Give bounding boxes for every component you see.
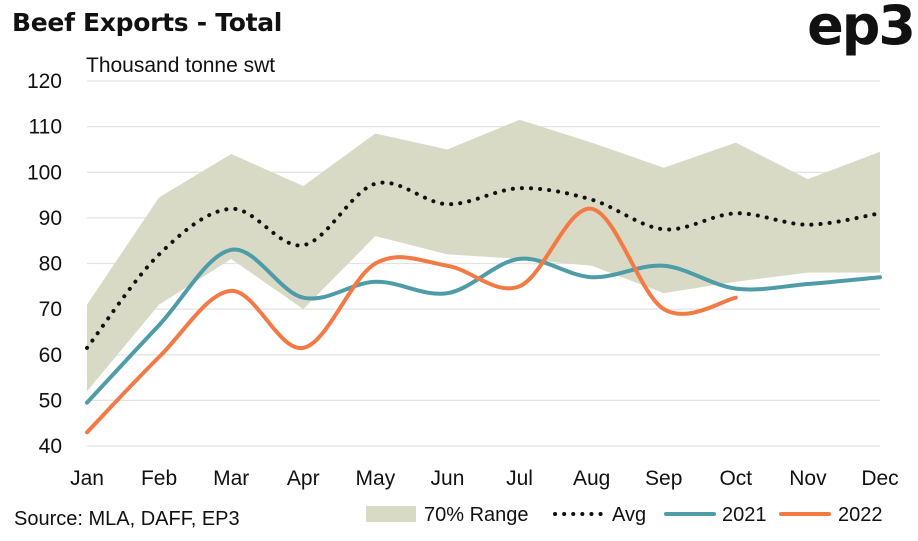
y-axis-unit-label: Thousand tonne swt (86, 54, 275, 77)
y-tick-label: 70 (39, 298, 62, 321)
x-tick-label: Sep (645, 467, 682, 490)
source-note: Source: MLA, DAFF, EP3 (14, 508, 240, 530)
y-tick-label: 40 (39, 435, 62, 458)
x-tick-label: Feb (141, 467, 177, 490)
legend-label-avg: Avg (612, 504, 646, 526)
series-line-2022 (85, 206, 738, 435)
x-tick-label: Aug (573, 467, 610, 490)
ep3-logo: ep3 (807, 0, 916, 57)
y-axis-ticks: 40 50 60 70 80 90 100 110 120 (27, 70, 62, 458)
series-line-2021 (85, 247, 882, 405)
x-tick-label: Mar (213, 467, 249, 490)
legend-swatch-range (366, 506, 416, 522)
x-tick-label: Jun (431, 467, 465, 490)
y-tick-label: 100 (27, 161, 62, 184)
y-tick-label: 120 (27, 70, 62, 93)
y-tick-label: 60 (39, 344, 62, 367)
x-axis-ticks: Jan Feb Mar Apr May Jun Jul Aug Sep Oct Nov Dec (70, 467, 899, 490)
series-lines (85, 180, 882, 435)
chart-title: Beef Exports - Total (12, 8, 283, 37)
x-tick-label: Apr (287, 467, 320, 490)
y-tick-label: 110 (29, 116, 62, 139)
x-tick-label: Jan (70, 467, 104, 490)
y-tick-label: 90 (39, 207, 62, 230)
y-tick-label: 50 (39, 389, 62, 412)
legend-label-range: 70% Range (424, 504, 529, 526)
x-tick-label: Oct (719, 467, 752, 490)
legend-label-2022: 2022 (838, 504, 883, 526)
y-tick-label: 80 (39, 253, 62, 276)
range-band (87, 119, 880, 392)
x-tick-label: May (356, 467, 396, 490)
x-tick-label: Dec (861, 467, 898, 490)
legend-label-2021: 2021 (722, 504, 767, 526)
x-tick-label: Jul (506, 467, 533, 490)
x-tick-label: Nov (789, 467, 827, 490)
legend: 70% Range Avg 2021 2022 (366, 504, 883, 526)
